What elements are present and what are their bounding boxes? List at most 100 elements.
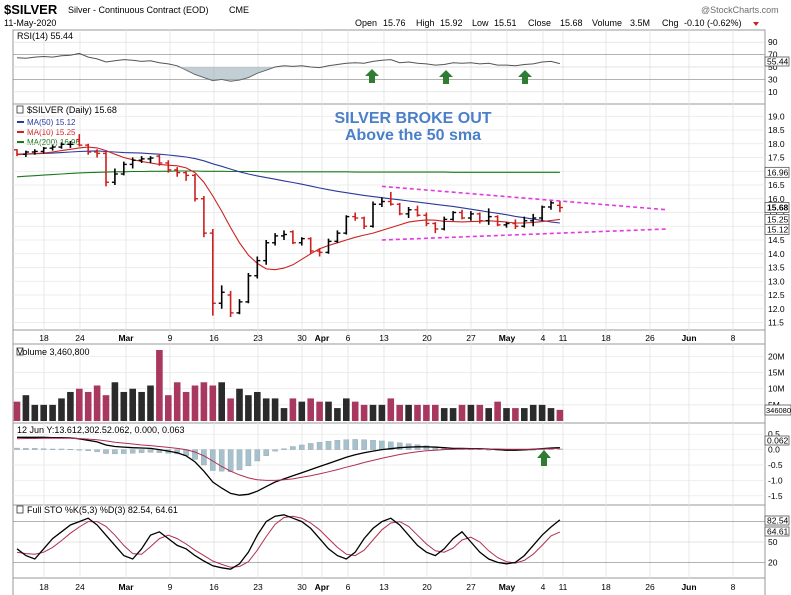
x-tick-label: May bbox=[499, 333, 516, 343]
sto-tick: 50 bbox=[768, 537, 778, 547]
volume-bar bbox=[147, 385, 154, 421]
up-arrow-icon bbox=[365, 69, 379, 83]
volume-bar bbox=[245, 395, 252, 421]
price-tick: 13.5 bbox=[768, 263, 785, 273]
volume-bar bbox=[22, 395, 30, 421]
volume-bar bbox=[13, 401, 21, 421]
x-tick-label: 30 bbox=[297, 582, 307, 592]
x-tick-label: 30 bbox=[297, 333, 307, 343]
ohlc-bar bbox=[94, 149, 101, 158]
rsi-label: RSI(14) 55.44 bbox=[17, 31, 73, 41]
ohlc-bar bbox=[120, 161, 127, 176]
x-tick-label: 4 bbox=[541, 333, 546, 343]
volume-bar bbox=[387, 398, 395, 421]
x-tick-label: 23 bbox=[253, 582, 263, 592]
volume-value: 3.5M bbox=[630, 18, 650, 28]
price-tick: 18.5 bbox=[768, 125, 785, 135]
volume-bar bbox=[476, 404, 484, 421]
ohlc-bar bbox=[387, 191, 394, 206]
ohlc-bar bbox=[405, 207, 412, 218]
macd-hist-bar bbox=[361, 439, 367, 450]
ohlc-bar bbox=[218, 285, 225, 309]
ohlc-bars bbox=[14, 134, 563, 317]
volume-bar bbox=[521, 408, 528, 421]
rsi-tick: 10 bbox=[768, 87, 778, 97]
volume-bar bbox=[182, 391, 190, 421]
volume-bar bbox=[31, 404, 39, 421]
macd-hist-bar bbox=[121, 449, 127, 454]
price-badge-text: 15.12 bbox=[767, 224, 789, 234]
volume-label: Volume bbox=[592, 18, 622, 28]
volume-bar bbox=[102, 395, 110, 421]
ohlc-bar bbox=[476, 212, 483, 224]
volume-bar bbox=[254, 391, 261, 421]
x-tick-label: 20 bbox=[422, 582, 432, 592]
ohlc-bar bbox=[76, 134, 83, 147]
macd-hist-bar bbox=[218, 449, 225, 472]
ohlc-bar bbox=[503, 222, 510, 228]
macd-hist-bar bbox=[396, 442, 403, 450]
x-tick-label: 13 bbox=[379, 333, 389, 343]
x-tick-label: Mar bbox=[118, 333, 134, 343]
macd-hist-bar bbox=[352, 439, 358, 450]
price-badge bbox=[764, 166, 790, 178]
ohlc-bar bbox=[539, 205, 546, 221]
ohlc-bar bbox=[245, 273, 252, 304]
macd-tick: -0.5 bbox=[768, 460, 783, 470]
legend-entry: MA(10) 15.25 bbox=[27, 128, 76, 137]
rsi-tick: 90 bbox=[768, 37, 778, 47]
price-tick: 18.0 bbox=[768, 139, 785, 149]
price-tick: 11.5 bbox=[768, 318, 784, 328]
ohlc-bar bbox=[263, 240, 270, 265]
volume-bar bbox=[494, 401, 501, 421]
volume-bar bbox=[298, 401, 306, 421]
ohlc-bar bbox=[49, 145, 56, 151]
volume-bar bbox=[378, 404, 386, 421]
volume-bar bbox=[432, 404, 439, 421]
ohlc-bar bbox=[31, 149, 38, 155]
x-tick-label: 16 bbox=[209, 582, 219, 592]
price-panel: $SILVER (Daily) 15.68 MA(50) 15.12MA(10)… bbox=[13, 105, 790, 328]
ohlc-bar bbox=[103, 152, 109, 187]
volume-bar bbox=[76, 388, 83, 421]
ohlc-bar bbox=[556, 200, 563, 213]
x-tick-label: 24 bbox=[75, 333, 85, 343]
ohlc-bar bbox=[361, 216, 368, 229]
macd-hist-bar bbox=[103, 449, 109, 454]
x-tick-label: Mar bbox=[118, 582, 134, 592]
volume-bar bbox=[84, 391, 92, 421]
price-tick: 12.0 bbox=[768, 304, 785, 314]
ohlc-bar bbox=[441, 216, 448, 231]
x-tick-label: 20 bbox=[422, 333, 432, 343]
ohlc-bar bbox=[67, 141, 74, 148]
sto-d-badge-text: 64.61 bbox=[767, 527, 789, 537]
volume-bar bbox=[93, 385, 101, 421]
up-arrow-icon bbox=[439, 70, 453, 84]
x-tick-label: 27 bbox=[466, 582, 476, 592]
macd-panel: 12 Jun Y:13.612,302.52.062, 0.000, 0.063… bbox=[13, 425, 790, 501]
close-value: 15.68 bbox=[560, 18, 583, 28]
volume-bar bbox=[325, 401, 332, 421]
price-label: $SILVER (Daily) 15.68 bbox=[27, 105, 117, 115]
open-label: Open bbox=[355, 18, 377, 28]
ohlc-bar bbox=[40, 147, 47, 154]
rsi-line bbox=[16, 52, 561, 82]
chart-frame bbox=[12, 29, 766, 595]
volume-bar bbox=[67, 391, 74, 421]
price-tick: 14.5 bbox=[768, 235, 785, 245]
volume-bar bbox=[191, 385, 199, 421]
chg-value: -0.10 (-0.62%) bbox=[684, 18, 742, 28]
macd-hist-bar bbox=[67, 449, 74, 451]
ohlc-bar bbox=[378, 197, 385, 207]
ohlc-bar bbox=[209, 229, 216, 316]
macd-hist-bar bbox=[423, 445, 430, 450]
ohlc-bar bbox=[334, 230, 341, 243]
x-tick-label: 11 bbox=[559, 582, 568, 592]
macd-badge bbox=[764, 435, 790, 446]
macd-hist-bar bbox=[32, 448, 38, 450]
sto-legend-icon bbox=[16, 505, 24, 514]
rsi-tick: 30 bbox=[768, 74, 778, 84]
legend-entry: MA(200) 16.96 bbox=[27, 138, 80, 147]
x-tick-label: 18 bbox=[601, 333, 611, 343]
